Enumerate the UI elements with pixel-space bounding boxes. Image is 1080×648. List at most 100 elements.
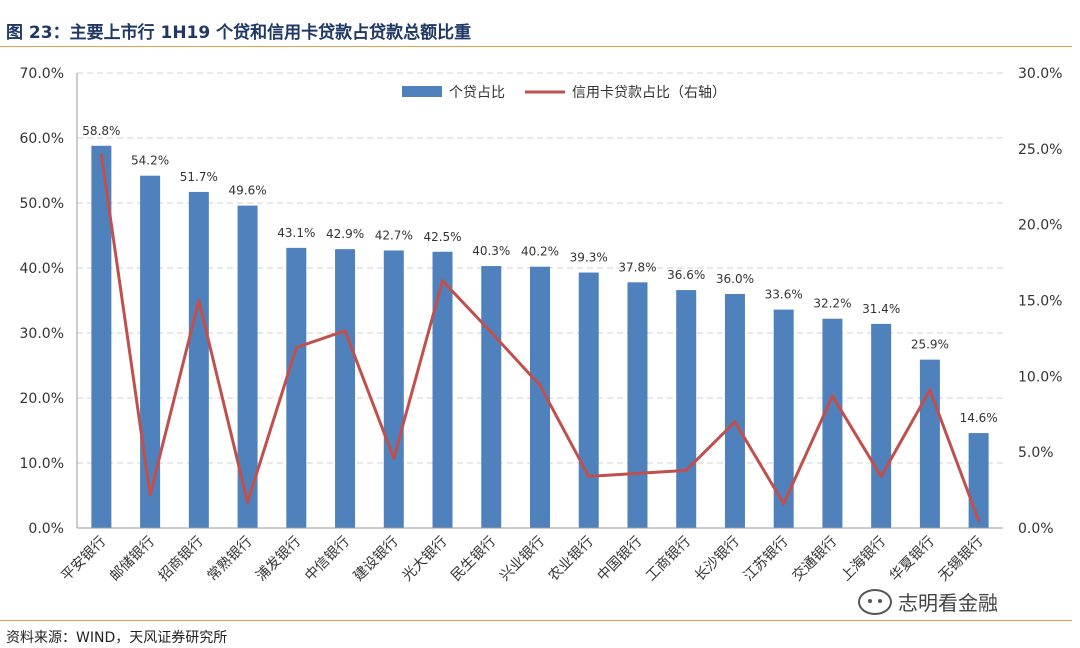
x-tick-label: 光大银行 <box>399 534 450 585</box>
line-point <box>538 383 542 387</box>
line-point <box>489 330 493 334</box>
x-tick-label: 民生银行 <box>448 534 499 585</box>
data-label: 39.3% <box>570 251 608 265</box>
data-label: 58.8% <box>82 124 120 138</box>
data-label: 33.6% <box>765 288 803 302</box>
bar <box>822 318 843 528</box>
bar <box>286 247 307 528</box>
y2-tick-label: 20.0% <box>1018 218 1062 234</box>
x-tick-label: 中信银行 <box>302 534 353 585</box>
data-label: 49.6% <box>229 184 267 198</box>
legend-bar-label: 个贷占比 <box>449 85 505 101</box>
line-point <box>587 474 591 478</box>
x-tick-label: 平安银行 <box>58 534 109 585</box>
x-tick-label: 兴业银行 <box>497 534 548 585</box>
line-point <box>148 493 152 497</box>
legend-bar-swatch <box>402 86 442 97</box>
bar <box>773 309 794 528</box>
legend-layer: 个贷占比 信用卡贷款占比（右轴） <box>402 85 726 101</box>
x-tick-label: 上海银行 <box>838 534 889 585</box>
bar <box>140 175 161 528</box>
line-point <box>879 474 883 478</box>
bottom-rule <box>0 620 1072 621</box>
data-label: 43.1% <box>277 226 315 240</box>
bar <box>871 323 892 528</box>
y2-tick-label: 30.0% <box>1018 66 1062 82</box>
line-point <box>294 346 298 350</box>
bar <box>335 249 356 528</box>
y-tick-label: 20.0% <box>20 391 64 407</box>
data-label: 37.8% <box>618 260 656 274</box>
x-tick-label: 江苏银行 <box>741 534 792 585</box>
line-point <box>782 502 786 506</box>
watermark: 志明看金融 <box>858 587 998 616</box>
watermark-text: 志明看金融 <box>898 591 998 615</box>
legend-line-label: 信用卡贷款占比（右轴） <box>572 85 726 101</box>
data-label: 25.9% <box>911 338 949 352</box>
line-point <box>830 394 834 398</box>
y-tick-label: 30.0% <box>20 326 64 342</box>
chart: 58.8% 54.2% 51.7% 49.6% 43.1% 42.9% 42.7% 42.5%… <box>20 66 1063 585</box>
x-tick-label: 中国银行 <box>594 534 645 585</box>
x-tick-label: 交通银行 <box>789 533 841 585</box>
line-point <box>246 500 250 504</box>
data-label: 31.4% <box>862 302 900 316</box>
x-tick-label: 农业银行 <box>546 534 597 585</box>
x-tick-label: 长沙银行 <box>692 534 743 585</box>
line-point <box>197 299 201 302</box>
y-tick-label: 40.0% <box>20 261 64 277</box>
bar <box>383 250 404 528</box>
source-note: 资料来源：WIND，天风证券研究所 <box>6 630 228 646</box>
data-label: 51.7% <box>180 170 218 184</box>
y2-tick-label: 10.0% <box>1018 369 1062 385</box>
line-point <box>392 456 396 460</box>
top-rule <box>0 46 1072 47</box>
y-tick-label: 0.0% <box>28 521 64 537</box>
line-point <box>684 468 688 472</box>
bar <box>91 145 112 529</box>
x-tick-label: 华夏银行 <box>887 534 938 585</box>
wechat-icon <box>858 588 892 615</box>
data-label: 36.0% <box>716 272 754 286</box>
x-tick-label: 无锡银行 <box>936 534 987 585</box>
y2-tick-label: 5.0% <box>1018 445 1054 461</box>
x-tick-label: 邮储银行 <box>107 534 158 585</box>
bar <box>432 251 453 528</box>
y-tick-label: 70.0% <box>20 66 64 82</box>
line-point <box>977 518 981 522</box>
bar <box>627 282 648 528</box>
data-label: 42.5% <box>423 230 461 244</box>
bar <box>481 266 502 528</box>
line-layer <box>99 153 981 522</box>
bar <box>968 433 989 528</box>
line-point <box>635 471 639 475</box>
line-point <box>99 153 103 157</box>
data-label: 40.3% <box>472 244 510 258</box>
data-label: 14.6% <box>960 411 998 425</box>
data-label: 32.2% <box>813 297 851 311</box>
bar <box>188 191 209 528</box>
data-label: 36.6% <box>667 268 705 282</box>
bar <box>237 205 258 528</box>
bar <box>676 290 697 528</box>
line-point <box>733 420 737 424</box>
y-tick-label: 10.0% <box>20 456 64 472</box>
line-point <box>441 279 445 283</box>
y2-tick-label: 0.0% <box>1018 521 1054 537</box>
figure-title: 图 23：主要上市行 1H19 个贷和信用卡贷款占贷款总额比重 <box>6 23 472 43</box>
data-label: 42.9% <box>326 227 364 241</box>
line-point <box>928 388 932 392</box>
x-tick-label: 招商银行 <box>156 534 207 585</box>
bar <box>530 266 550 528</box>
bar <box>578 272 599 528</box>
line-point <box>343 329 347 333</box>
data-label: 42.7% <box>375 228 413 242</box>
x-tick-label: 建设银行 <box>351 534 402 585</box>
data-label: 54.2% <box>131 154 169 168</box>
x-tick-label: 常熟银行 <box>204 534 255 585</box>
y-tick-label: 50.0% <box>20 196 64 212</box>
y-tick-label: 60.0% <box>20 131 64 147</box>
bar <box>724 294 745 528</box>
x-tick-label: 工商银行 <box>643 534 694 585</box>
y2-tick-label: 25.0% <box>1018 142 1062 158</box>
